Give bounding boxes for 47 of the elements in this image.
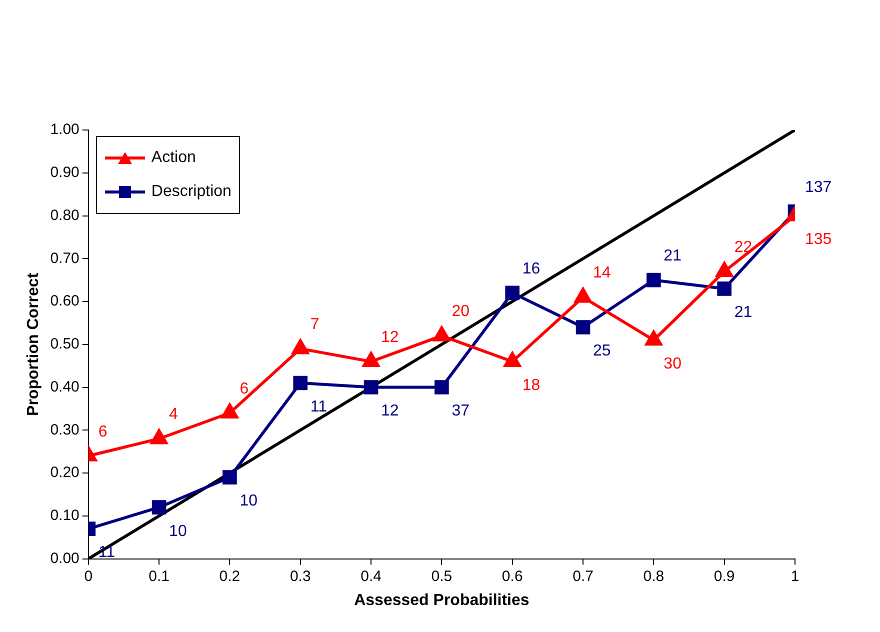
legend-label: Description xyxy=(151,183,232,201)
annotation: 25 xyxy=(593,342,611,360)
y-tick-label: 0.50 xyxy=(50,336,80,353)
annotation: 11 xyxy=(98,544,116,562)
y-tick-label: 0.00 xyxy=(50,550,80,567)
annotation: 18 xyxy=(522,376,540,394)
x-axis-title: Assessed Probabilities xyxy=(354,592,530,609)
annotation: 14 xyxy=(593,264,611,282)
y-tick-label: 0.20 xyxy=(50,464,80,482)
y-tick-label: 0.30 xyxy=(50,421,80,438)
x-tick-label: 0.4 xyxy=(360,568,382,585)
annotation: 30 xyxy=(664,356,682,373)
annotation: 6 xyxy=(98,423,108,440)
annotation: 11 xyxy=(310,398,328,416)
annotation: 135 xyxy=(805,231,832,248)
annotation: 16 xyxy=(522,260,540,278)
y-tick-label: 0.40 xyxy=(50,378,80,396)
x-tick-label: 1 xyxy=(790,568,800,585)
annotation: 4 xyxy=(169,406,178,424)
annotation: 7 xyxy=(310,316,320,334)
y-tick-label: 0.90 xyxy=(50,164,80,182)
annotation: 37 xyxy=(452,402,470,420)
x-tick-label: 0.6 xyxy=(502,568,523,585)
annotation: 21 xyxy=(664,247,682,264)
x-tick-label: 0.1 xyxy=(148,568,170,585)
annotation: 12 xyxy=(381,402,399,420)
x-tick-label: 0.3 xyxy=(290,568,311,585)
annotation: 6 xyxy=(240,380,249,398)
y-tick-label: 1.00 xyxy=(50,121,80,138)
annotation: 10 xyxy=(240,492,258,510)
annotation: 21 xyxy=(734,304,752,322)
x-tick-label: 0.2 xyxy=(219,568,240,585)
annotation: 10 xyxy=(169,522,187,540)
legend-label: Action xyxy=(151,149,196,167)
y-tick-label: 0.10 xyxy=(50,507,80,524)
x-tick-label: 0.9 xyxy=(714,568,735,585)
annotation: 12 xyxy=(381,328,399,346)
annotation: 20 xyxy=(452,303,470,320)
y-tick-label: 0.60 xyxy=(50,292,80,310)
y-tick-label: 0.80 xyxy=(50,206,80,224)
y-axis-title: Proportion Correct xyxy=(25,272,42,416)
x-tick-label: 0.7 xyxy=(572,568,594,585)
x-tick-label: 0 xyxy=(84,568,93,585)
annotation: 137 xyxy=(805,178,832,196)
x-tick-label: 0.5 xyxy=(431,568,452,585)
x-tick-label: 0.8 xyxy=(643,568,664,585)
y-tick-label: 0.70 xyxy=(50,250,80,267)
